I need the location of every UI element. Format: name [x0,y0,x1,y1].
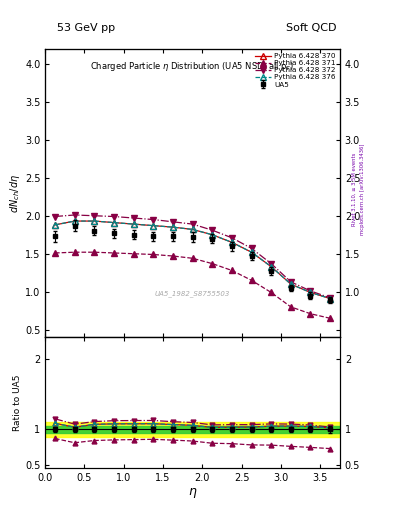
Line: Pythia 6.428 370: Pythia 6.428 370 [52,218,333,302]
Pythia 6.428 370 [269,264,274,270]
Text: UA5_1982_S8755503: UA5_1982_S8755503 [155,291,230,297]
Pythia 6.428 372 [269,261,274,267]
Line: Pythia 6.428 376: Pythia 6.428 376 [52,218,333,302]
Bar [45,426,340,433]
Pythia 6.428 371 [269,289,274,295]
Pythia 6.428 370 [53,222,57,228]
Line: Pythia 6.428 372: Pythia 6.428 372 [52,212,333,301]
Y-axis label: $dN_{ch}/d\eta$: $dN_{ch}/d\eta$ [8,174,22,212]
Pythia 6.428 372 [308,288,313,294]
Pythia 6.428 372 [112,214,116,220]
Pythia 6.428 372 [249,245,254,251]
Pythia 6.428 376 [53,222,57,228]
Pythia 6.428 370 [131,221,136,227]
Pythia 6.428 376 [131,221,136,227]
Pythia 6.428 371 [190,255,195,261]
Pythia 6.428 372 [131,215,136,221]
Pythia 6.428 370 [72,218,77,224]
Pythia 6.428 376 [308,289,313,295]
Y-axis label: Ratio to UA5: Ratio to UA5 [13,375,22,431]
Pythia 6.428 370 [171,224,175,230]
Pythia 6.428 376 [190,226,195,232]
Pythia 6.428 370 [308,289,313,295]
Text: 53 GeV pp: 53 GeV pp [57,23,115,33]
Pythia 6.428 376 [112,220,116,226]
Pythia 6.428 376 [92,218,97,224]
Pythia 6.428 371 [151,251,156,258]
Pythia 6.428 376 [151,223,156,229]
Pythia 6.428 376 [249,249,254,255]
Pythia 6.428 372 [230,234,234,241]
Pythia 6.428 376 [269,264,274,270]
Pythia 6.428 371 [328,315,332,322]
Pythia 6.428 372 [151,217,156,223]
Pythia 6.428 370 [112,220,116,226]
Pythia 6.428 376 [328,295,332,302]
Text: Rivet 3.1.10, ≥ 3.5M events: Rivet 3.1.10, ≥ 3.5M events [352,153,357,226]
Pythia 6.428 370 [92,218,97,224]
Pythia 6.428 372 [288,279,293,285]
Pythia 6.428 370 [151,223,156,229]
X-axis label: $\eta$: $\eta$ [188,486,197,500]
Pythia 6.428 371 [249,277,254,283]
Bar [45,422,340,437]
Pythia 6.428 370 [230,239,234,245]
Pythia 6.428 371 [308,311,313,317]
Pythia 6.428 370 [190,226,195,232]
Pythia 6.428 371 [92,249,97,255]
Pythia 6.428 372 [53,214,57,220]
Pythia 6.428 376 [171,224,175,230]
Pythia 6.428 371 [72,249,77,255]
Pythia 6.428 371 [210,261,215,267]
Pythia 6.428 371 [112,250,116,256]
Text: mcplots.cern.ch [arXiv:1306.3436]: mcplots.cern.ch [arXiv:1306.3436] [360,144,365,235]
Pythia 6.428 376 [72,218,77,224]
Pythia 6.428 371 [230,267,234,273]
Pythia 6.428 372 [171,219,175,225]
Pythia 6.428 372 [72,212,77,218]
Pythia 6.428 371 [131,251,136,257]
Text: Soft QCD: Soft QCD [286,23,336,33]
Pythia 6.428 376 [230,239,234,245]
Pythia 6.428 371 [53,250,57,256]
Pythia 6.428 370 [288,281,293,287]
Pythia 6.428 371 [288,304,293,310]
Pythia 6.428 376 [288,281,293,287]
Pythia 6.428 372 [92,212,97,219]
Legend: Pythia 6.428 370, Pythia 6.428 371, Pythia 6.428 372, Pythia 6.428 376, UA5: Pythia 6.428 370, Pythia 6.428 371, Pyth… [252,50,338,91]
Pythia 6.428 372 [210,227,215,233]
Pythia 6.428 376 [210,231,215,238]
Pythia 6.428 370 [210,231,215,238]
Text: Charged Particle $\eta$ Distribution (UA5 NSD, all p$_T$): Charged Particle $\eta$ Distribution (UA… [90,60,295,73]
Line: Pythia 6.428 371: Pythia 6.428 371 [52,249,333,321]
Pythia 6.428 372 [190,221,195,227]
Pythia 6.428 370 [249,249,254,255]
Pythia 6.428 372 [328,295,332,301]
Pythia 6.428 371 [171,253,175,259]
Pythia 6.428 370 [328,295,332,302]
